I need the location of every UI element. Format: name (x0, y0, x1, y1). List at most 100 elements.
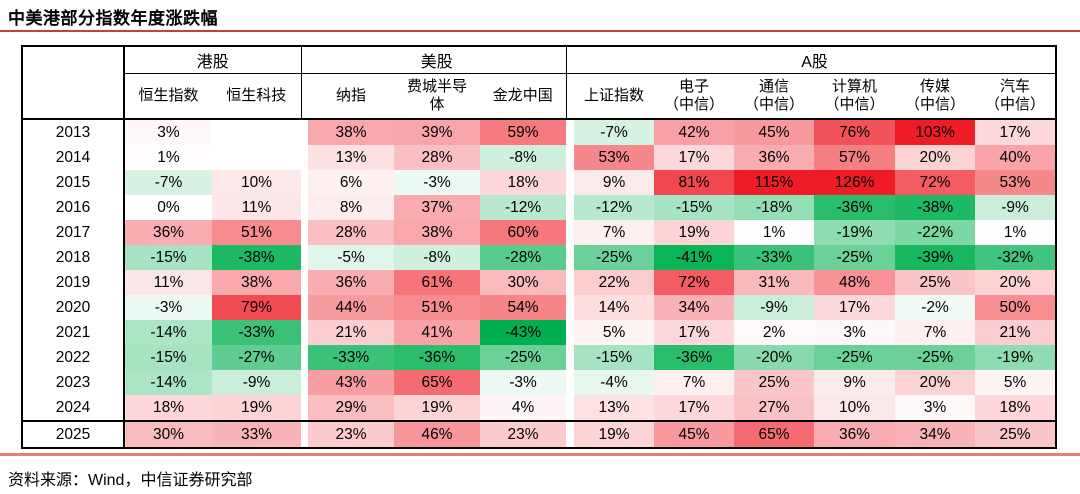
value-cell: 22% (574, 270, 655, 295)
value-cell: 5% (574, 320, 655, 345)
year-cell: 2014 (22, 145, 125, 170)
value-cell: 13% (308, 145, 395, 170)
value-cell: 4% (480, 395, 567, 421)
value-cell: 17% (975, 119, 1057, 145)
value-cell: 3% (124, 119, 212, 145)
year-cell: 2019 (22, 270, 125, 295)
table-body: 港股 美股 A股 恒生指数 恒生科技 纳指 费城半导体 金龙中国 上证指数 电子 （中信） 通信 （中信… (22, 46, 1057, 448)
value-cell: 5% (975, 370, 1057, 395)
value-cell: 61% (394, 270, 481, 295)
value-cell: 18% (480, 170, 567, 195)
value-cell: 72% (895, 170, 976, 195)
value-cell: -32% (975, 245, 1057, 270)
value-cell: 28% (394, 145, 481, 170)
value-cell: -8% (394, 245, 481, 270)
value-cell: 23% (308, 420, 395, 448)
value-cell: 17% (654, 320, 735, 345)
value-cell: 10% (814, 395, 896, 421)
value-cell: 25% (734, 370, 815, 395)
column-header: 恒生科技 (212, 73, 302, 120)
value-cell: -19% (814, 220, 896, 245)
value-cell: 37% (394, 195, 481, 220)
value-cell: 6% (308, 170, 395, 195)
table-row: 2022 -15% -27% -33% -36% -25% -15% -36% -20% -25%… (22, 345, 1057, 370)
value-cell: 7% (895, 320, 976, 345)
value-cell: 126% (814, 170, 896, 195)
value-cell: 3% (895, 395, 976, 421)
value-cell: -8% (480, 145, 567, 170)
value-cell: 13% (574, 395, 655, 421)
value-cell: 115% (734, 170, 815, 195)
group-spacer (301, 195, 309, 220)
value-cell: -25% (895, 345, 976, 370)
value-cell: -25% (574, 245, 655, 270)
value-cell: 30% (480, 270, 567, 295)
table-row: 2017 36% 51% 28% 38% 60% 7% 19% 1% -19% -22% 1% (22, 220, 1057, 245)
year-cell: 2021 (22, 320, 125, 345)
value-cell: 65% (734, 420, 815, 448)
group-spacer (301, 145, 309, 170)
value-cell: 34% (895, 420, 976, 448)
year-cell: 2025 (22, 420, 125, 448)
value-cell: -33% (212, 320, 302, 345)
table-row: 2018 -15% -38% -5% -8% -28% -25% -41% -33% -25% -3… (22, 245, 1057, 270)
value-cell: -9% (734, 295, 815, 320)
value-cell: 2% (734, 320, 815, 345)
value-cell: 20% (895, 370, 976, 395)
value-cell: 40% (975, 145, 1057, 170)
value-cell: 1% (124, 145, 212, 170)
value-cell: 17% (654, 145, 735, 170)
value-cell: 25% (895, 270, 976, 295)
group-spacer (566, 170, 575, 195)
value-cell: 17% (654, 395, 735, 421)
group-spacer (301, 395, 309, 421)
value-cell: 76% (814, 119, 896, 145)
group-spacer (301, 170, 309, 195)
group-spacer (301, 345, 309, 370)
group-header: A股 (574, 46, 1057, 74)
value-cell: 17% (814, 295, 896, 320)
table-corner-cell (22, 46, 125, 120)
value-cell: 38% (308, 119, 395, 145)
table-row: 2025 30% 33% 23% 46% 23% 19% 45% 65% 36% 34% 25% (22, 420, 1057, 448)
value-cell: 57% (814, 145, 896, 170)
year-cell: 2016 (22, 195, 125, 220)
value-cell: 103% (895, 119, 976, 145)
column-header-row: 恒生指数 恒生科技 纳指 费城半导体 金龙中国 上证指数 电子 （中信） 通信 （中信） 计算机 （中… (22, 73, 1057, 120)
value-cell: -36% (814, 195, 896, 220)
value-cell: 19% (574, 420, 655, 448)
title-underline (0, 30, 1080, 32)
value-cell: 38% (212, 270, 302, 295)
value-cell: -14% (124, 320, 212, 345)
value-cell: -9% (975, 195, 1057, 220)
value-cell: -2% (895, 295, 976, 320)
value-cell: 46% (394, 420, 481, 448)
value-cell: 34% (654, 295, 735, 320)
value-cell: 31% (734, 270, 815, 295)
group-spacer (301, 220, 309, 245)
value-cell: -22% (895, 220, 976, 245)
group-spacer (566, 195, 575, 220)
value-cell: 51% (212, 220, 302, 245)
value-cell: 10% (212, 170, 302, 195)
value-cell: -3% (124, 295, 212, 320)
value-cell: 45% (654, 420, 735, 448)
value-cell: -25% (480, 345, 567, 370)
group-spacer (566, 370, 575, 395)
value-cell: -7% (574, 119, 655, 145)
column-header: 通信 （中信） (734, 73, 815, 120)
table-row: 2024 18% 19% 29% 19% 4% 13% 17% 27% 10% 3% 18% (22, 395, 1057, 421)
group-spacer (301, 119, 309, 145)
value-cell: 41% (394, 320, 481, 345)
table-row: 2023 -14% -9% 43% 65% -3% -4% 7% 25% 9% 20% 5% (22, 370, 1057, 395)
group-spacer (566, 295, 575, 320)
group-header: 美股 (308, 46, 567, 74)
value-cell: -25% (814, 345, 896, 370)
group-spacer (566, 119, 575, 145)
value-cell (212, 145, 302, 170)
year-cell: 2023 (22, 370, 125, 395)
value-cell: 51% (394, 295, 481, 320)
value-cell: -38% (895, 195, 976, 220)
group-spacer (301, 370, 309, 395)
value-cell: -27% (212, 345, 302, 370)
